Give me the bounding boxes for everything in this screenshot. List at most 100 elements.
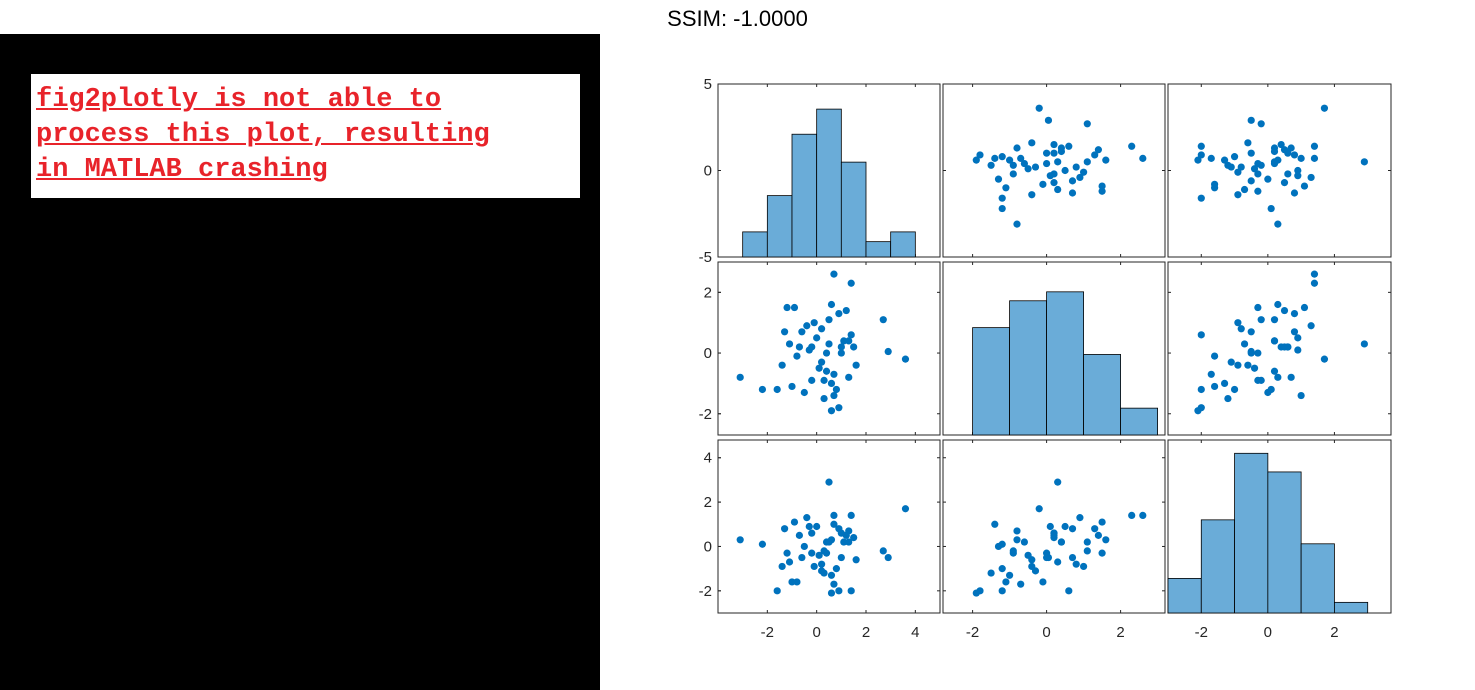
- scatter-point: [1237, 163, 1245, 171]
- x-tick-label: -2: [966, 624, 979, 641]
- y-tick-label: 2: [704, 284, 712, 301]
- scatter-point: [813, 522, 821, 531]
- scatter-point: [1024, 165, 1032, 173]
- scatter-point: [1017, 154, 1025, 162]
- scatter-point: [783, 303, 791, 312]
- scatter-point: [1076, 514, 1084, 522]
- y-tick-label: 5: [704, 76, 712, 93]
- scatter-point: [1017, 580, 1025, 588]
- scatter-point: [879, 316, 887, 324]
- scatter-point: [781, 328, 789, 336]
- x-tick-label: 2: [1116, 624, 1124, 641]
- scatter-point: [1083, 120, 1091, 128]
- scatter-point: [1270, 316, 1279, 324]
- histogram-bar: [1234, 452, 1269, 614]
- scatter-point: [1031, 567, 1040, 575]
- scatter-point: [798, 328, 806, 336]
- scatter-point: [852, 361, 860, 369]
- x-tick-label: 0: [1264, 624, 1272, 641]
- scatter-point: [1237, 325, 1245, 333]
- scatter-point: [1094, 531, 1102, 539]
- ssim-title: SSIM: -1.0000: [667, 6, 808, 31]
- scatter-point: [1360, 340, 1368, 348]
- scatter-point: [1054, 158, 1062, 166]
- scatter-point: [1310, 270, 1319, 278]
- scatter-point: [1294, 166, 1302, 175]
- scatter-point: [998, 153, 1006, 161]
- scatter-point: [847, 279, 855, 287]
- histogram-bar: [1083, 354, 1121, 436]
- scatter-point: [1307, 322, 1315, 330]
- scatter-point: [827, 379, 836, 388]
- scatter-point: [998, 565, 1006, 573]
- panel-frame-3-1: [717, 439, 941, 614]
- scatter-point: [1207, 370, 1215, 378]
- scatter-point: [832, 565, 841, 573]
- scatter-point: [884, 347, 892, 356]
- scatter-point: [1197, 331, 1205, 339]
- scatter-point: [1270, 337, 1279, 345]
- scatter-point: [1194, 156, 1202, 164]
- error-message-box: fig2plotly is not able to process this p…: [31, 74, 580, 198]
- scatter-point: [842, 306, 850, 315]
- scatter-point: [1194, 407, 1202, 415]
- scatter-point: [1220, 156, 1229, 164]
- scatter-point: [1013, 144, 1021, 152]
- scatter-point: [793, 578, 801, 586]
- scatter-point: [1050, 140, 1058, 149]
- scatter-point: [1044, 116, 1053, 124]
- scatter-point: [1091, 525, 1099, 533]
- scatter-point: [1098, 549, 1106, 557]
- scatter-point: [1310, 154, 1319, 162]
- scatter-point: [825, 316, 833, 324]
- scatter-point: [972, 589, 980, 597]
- scatter-point: [972, 156, 980, 164]
- scatter-point: [1139, 154, 1147, 162]
- scatter-point: [1046, 522, 1054, 531]
- scatter-point: [803, 322, 811, 330]
- scatter-point: [1290, 328, 1299, 336]
- scatter-point: [1234, 361, 1242, 369]
- scatter-point: [1227, 163, 1235, 171]
- scatter-point: [835, 587, 843, 595]
- scatter-point: [1234, 168, 1242, 176]
- scatter-point: [785, 558, 794, 566]
- scatter-point: [1061, 522, 1069, 531]
- scatter-point: [1254, 349, 1262, 357]
- x-tick-label: 0: [1042, 624, 1050, 641]
- scatter-point: [1002, 184, 1010, 192]
- scatter-point: [818, 358, 826, 366]
- scatter-point: [1210, 180, 1219, 188]
- scatter-point: [1006, 156, 1014, 164]
- scatter-point: [1254, 170, 1262, 178]
- scatter-point: [1300, 182, 1309, 190]
- scatter-point: [1274, 220, 1282, 228]
- scatter-point: [1220, 379, 1229, 388]
- panel-frame-3-2: [942, 439, 1166, 614]
- x-tick-label: 0: [812, 624, 820, 641]
- scatter-point: [795, 343, 804, 351]
- scatter-point: [793, 352, 801, 360]
- scatter-point: [808, 376, 816, 384]
- scatter-point: [837, 529, 845, 537]
- y-tick-label: 4: [704, 450, 712, 467]
- scatter-point: [818, 560, 826, 568]
- scatter-point: [805, 522, 813, 531]
- scatter-point: [850, 533, 858, 542]
- scatter-point: [1020, 159, 1028, 168]
- scatter-point: [1128, 511, 1136, 520]
- scatter-point: [1054, 185, 1062, 194]
- histogram-bar: [1267, 471, 1302, 614]
- scatter-point: [1320, 104, 1329, 112]
- scatter-point: [736, 373, 744, 381]
- scatter-point: [1234, 319, 1242, 327]
- scatter-point: [847, 587, 855, 595]
- scatter-point: [837, 349, 845, 357]
- scatter-point: [1297, 154, 1305, 162]
- scatter-point: [998, 194, 1006, 202]
- scatter-point: [1028, 139, 1036, 147]
- scatter-point: [1300, 303, 1309, 312]
- histogram-bar: [791, 133, 818, 258]
- scatter-point: [1264, 175, 1272, 183]
- scatter-point: [827, 589, 836, 597]
